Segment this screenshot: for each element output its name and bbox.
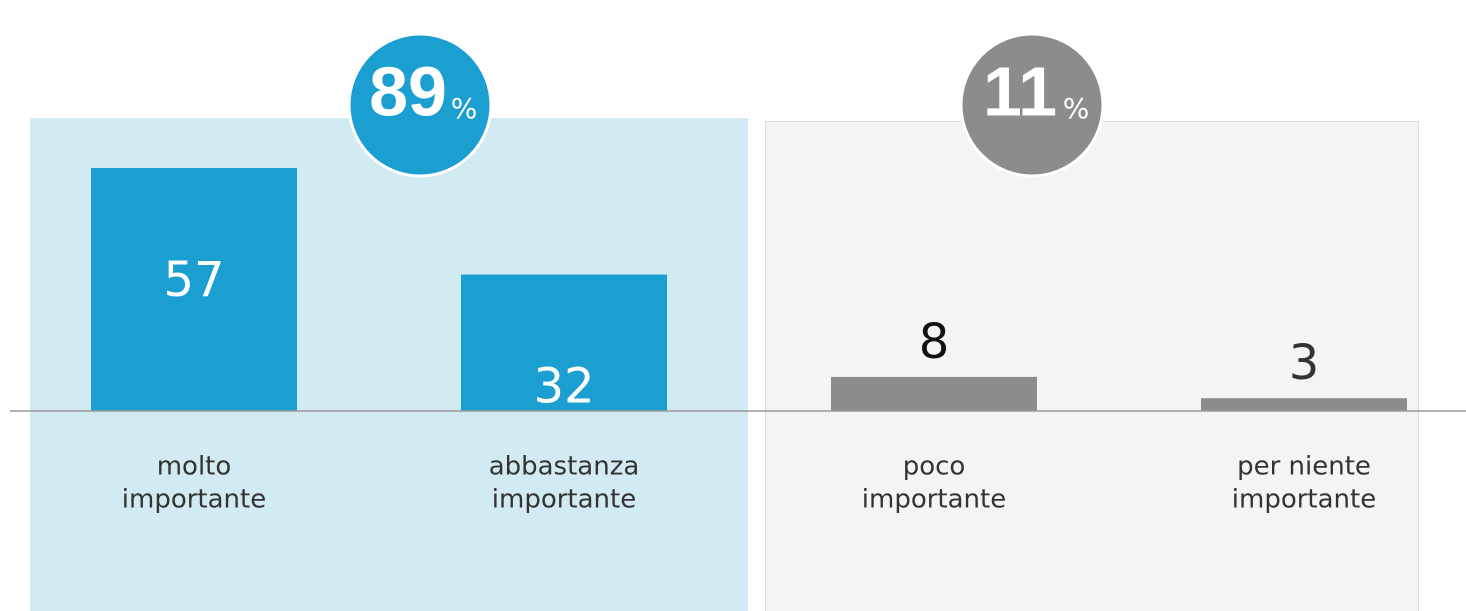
category-label: abbastanza — [489, 452, 640, 482]
category-label: molto — [157, 452, 232, 482]
group-total: 89 — [369, 52, 447, 130]
bar — [1201, 398, 1407, 411]
badges: 89% 11% — [347, 32, 1105, 178]
bar — [461, 274, 667, 411]
group-badge — [959, 32, 1105, 178]
category-label: importante — [1232, 485, 1376, 515]
value-label: 3 — [1289, 335, 1320, 391]
category-label: importante — [862, 485, 1006, 515]
group-panel — [765, 121, 1419, 611]
value-label: 32 — [533, 359, 594, 415]
category-label: importante — [122, 485, 266, 515]
group-total: 11 — [983, 52, 1057, 130]
category-label: poco — [903, 452, 966, 482]
group-unit: % — [451, 92, 478, 125]
bar — [91, 168, 297, 411]
group-unit: % — [1063, 92, 1090, 125]
bar — [831, 376, 1037, 411]
category-label: importante — [492, 485, 636, 515]
value-label: 8 — [919, 314, 950, 370]
bars: 57moltoimportante32abbastanzaimportante8… — [91, 168, 1407, 515]
group-badge — [347, 32, 493, 178]
category-label: per niente — [1237, 452, 1371, 482]
value-label: 57 — [163, 252, 224, 308]
